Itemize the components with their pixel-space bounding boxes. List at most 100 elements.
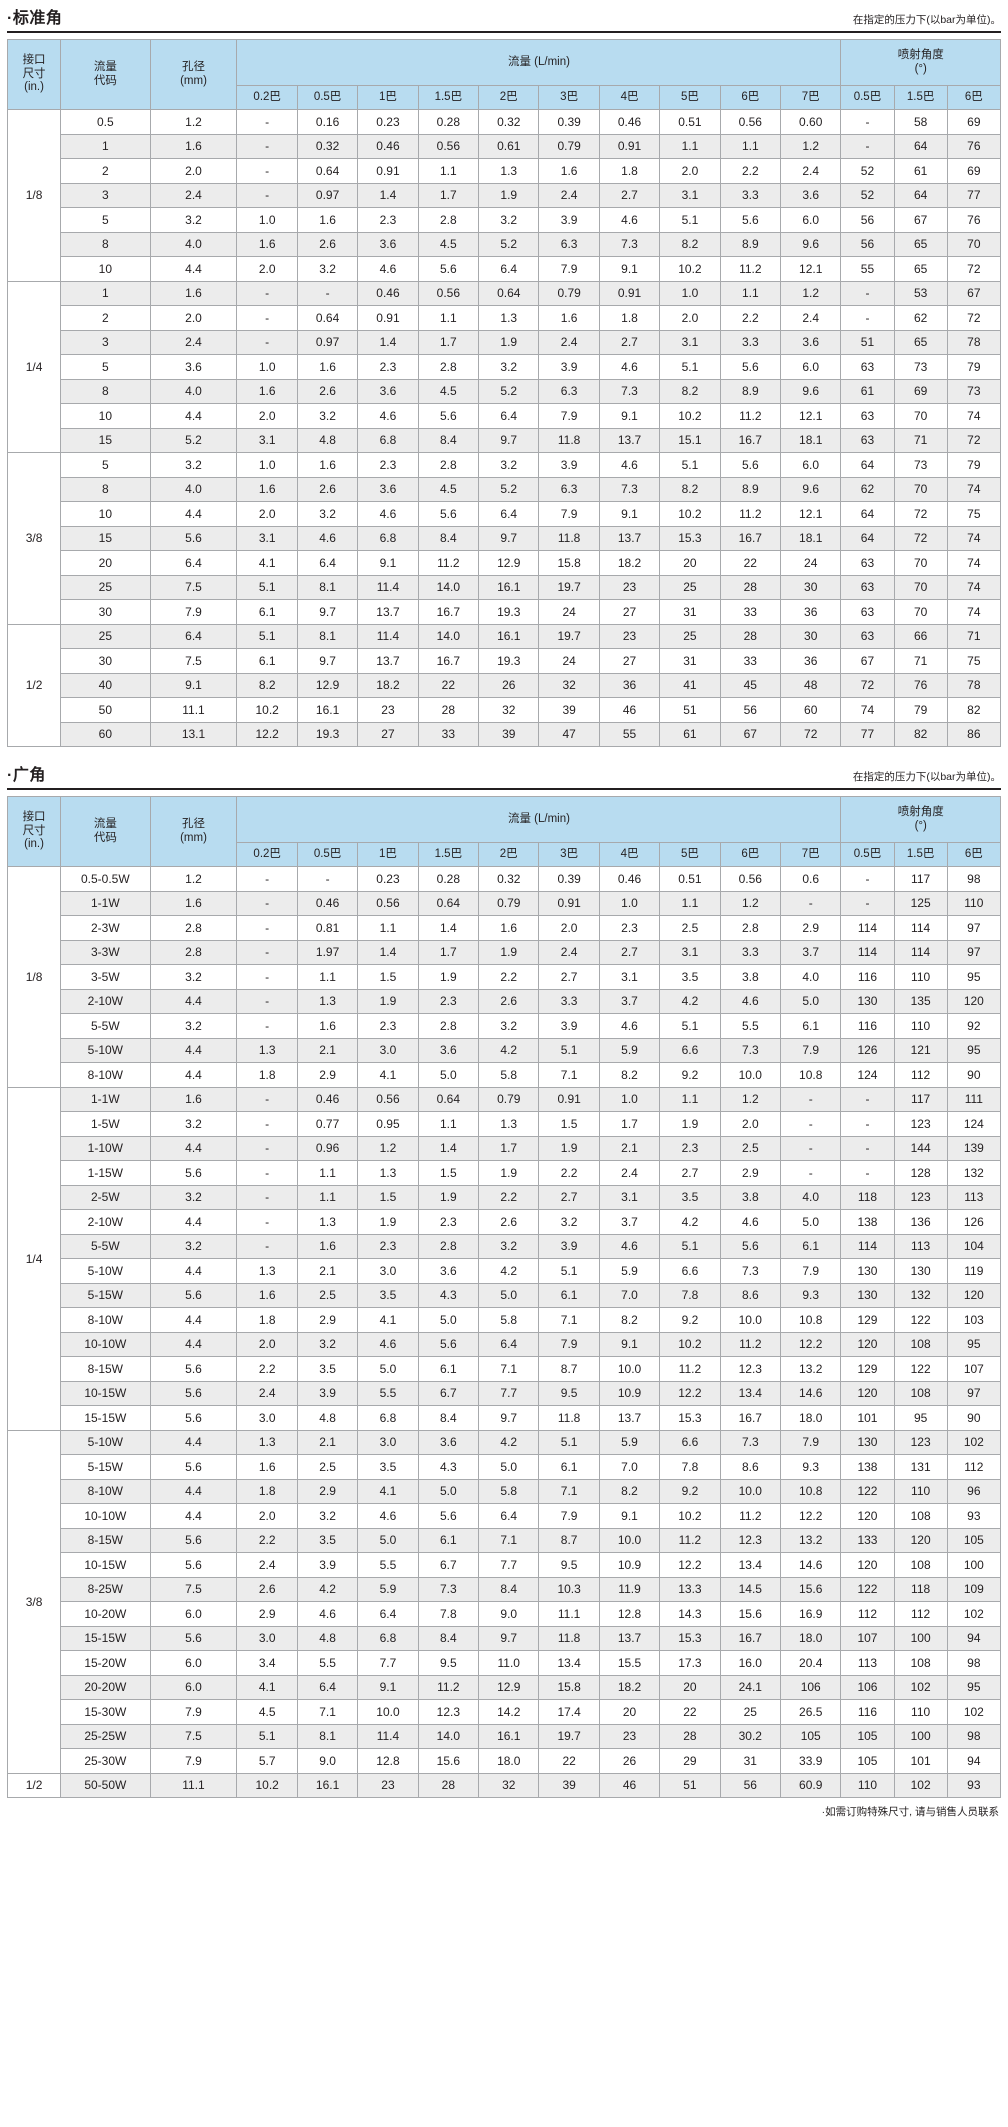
cell-flow-2: 5.5 — [357, 1552, 419, 1578]
cell-flow-0: 1.3 — [236, 1429, 298, 1455]
header-angle-pressure-1: 1.5巴 — [893, 842, 948, 867]
group-size-cell: 1/2 — [6, 623, 62, 747]
cell-bore: 5.6 — [149, 1380, 238, 1406]
cell-flow-2: 1.5 — [357, 1184, 419, 1210]
table-row: 1/2 25 6.4 5.1 8.1 11.4 14.0 16.1 19.7 23 25 28 30 63… — [6, 623, 1002, 747]
cell-flow-3: 1.1 — [417, 1111, 480, 1137]
cell-angle-2: 102 — [946, 1699, 1002, 1725]
table-row: 8 4.0 1.6 2.6 3.6 4.5 5.2 6.3 7.3 8.2 8.9 9.6 61 69 73 — [8, 378, 1002, 404]
cell-flow-6: 7.3 — [598, 231, 661, 257]
cell-flow-5: 7.1 — [538, 1062, 600, 1088]
cell-angle-2: 98 — [946, 1650, 1002, 1676]
cell-flow-8: 1.1 — [719, 280, 782, 306]
cell-flow-6: 26 — [598, 1748, 661, 1774]
cell-flow-7: 25 — [659, 574, 721, 600]
cell-flow-9: 14.6 — [779, 1380, 842, 1406]
cell-angle-1: 112 — [893, 1062, 948, 1088]
cell-flow-2: 4.1 — [357, 1062, 419, 1088]
cell-angle-1: 65 — [893, 256, 948, 282]
cell-flow-7: 3.1 — [659, 182, 721, 208]
cell-flow-2: 0.91 — [357, 305, 419, 331]
cell-angle-0: - — [840, 133, 895, 159]
table-row: 2-5W 3.2-1.1 1.5 1.9 2.2 2.7 3.1 3.5 3.8 4.0 118 12… — [8, 1184, 1002, 1210]
cell-flow-code: 5-10W — [60, 1429, 151, 1455]
cell-flow-3: 4.3 — [417, 1282, 480, 1308]
cell-angle-0: 51 — [840, 329, 895, 355]
cell-flow-0: 3.1 — [236, 427, 298, 453]
section-note-standard: 在指定的压力下(以bar为单位)。 — [852, 14, 1001, 26]
cell-angle-1: 71 — [893, 427, 948, 453]
cell-flow-9: 0.60 — [779, 109, 842, 135]
cell-flow-8: 12.3 — [719, 1527, 782, 1553]
cell-flow-5: 9.5 — [538, 1552, 600, 1578]
cell-flow-8: 13.4 — [719, 1552, 782, 1578]
cell-flow-0: - — [236, 1086, 298, 1112]
cell-angle-1: 72 — [893, 501, 948, 527]
cell-angle-2: 69 — [946, 109, 1002, 135]
cell-flow-8: 0.56 — [719, 866, 782, 892]
cell-flow-1: 4.2 — [296, 1576, 359, 1602]
cell-flow-8: 7.3 — [719, 1429, 782, 1455]
cell-angle-0: 126 — [840, 1037, 895, 1063]
cell-bore: 5.6 — [149, 1160, 238, 1186]
cell-bore: 5.6 — [149, 1356, 238, 1382]
cell-flow-9: 3.6 — [779, 182, 842, 208]
cell-flow-code: 20 — [60, 550, 151, 576]
cell-flow-5: 13.4 — [538, 1650, 600, 1676]
cell-angle-1: 79 — [893, 697, 948, 723]
cell-flow-6: 27 — [598, 648, 661, 674]
cell-bore: 13.1 — [149, 721, 238, 747]
cell-flow-9: 72 — [779, 721, 842, 747]
cell-flow-4: 3.2 — [478, 1013, 540, 1039]
cell-flow-code: 2 — [60, 305, 151, 331]
cell-flow-3: 1.9 — [417, 964, 480, 990]
cell-flow-6: 3.1 — [598, 964, 661, 990]
cell-flow-8: 8.9 — [719, 378, 782, 404]
cell-flow-5: 11.8 — [538, 1405, 600, 1431]
cell-flow-2: 5.9 — [357, 1576, 419, 1602]
cell-flow-6: 18.2 — [598, 550, 661, 576]
cell-flow-6: 9.1 — [598, 1331, 661, 1357]
cell-flow-6: 2.3 — [598, 915, 661, 941]
cell-angle-1: 102 — [893, 1674, 948, 1700]
cell-flow-3: 8.4 — [417, 525, 480, 551]
cell-flow-9: 36 — [779, 648, 842, 674]
cell-flow-5: 2.4 — [538, 939, 600, 965]
cell-flow-4: 1.9 — [478, 329, 540, 355]
cell-angle-1: 131 — [893, 1454, 948, 1480]
header-bore-diameter: 孔径 (mm) — [149, 39, 238, 110]
cell-flow-4: 9.7 — [478, 525, 540, 551]
cell-flow-2: 12.8 — [357, 1748, 419, 1774]
cell-flow-7: 41 — [659, 672, 721, 698]
cell-flow-5: 7.1 — [538, 1307, 600, 1333]
cell-flow-4: 2.2 — [478, 964, 540, 990]
cell-flow-8: 5.6 — [719, 452, 782, 478]
header-flow-pressure-5: 3巴 — [538, 85, 600, 110]
cell-flow-7: 6.6 — [659, 1429, 721, 1455]
cell-flow-4: 16.1 — [478, 623, 540, 649]
cell-flow-2: 13.7 — [357, 599, 419, 625]
cell-angle-1: 102 — [893, 1772, 948, 1798]
cell-flow-4: 39 — [478, 721, 540, 747]
cell-flow-1: 2.9 — [296, 1307, 359, 1333]
cell-angle-2: 93 — [946, 1503, 1002, 1529]
cell-angle-0: 116 — [840, 1013, 895, 1039]
cell-flow-2: 9.1 — [357, 1674, 419, 1700]
cell-flow-0: - — [236, 1233, 298, 1259]
cell-flow-5: 0.39 — [538, 109, 600, 135]
cell-flow-8: 8.6 — [719, 1454, 782, 1480]
cell-angle-1: 101 — [893, 1748, 948, 1774]
cell-flow-9: 2.9 — [779, 915, 842, 941]
cell-flow-1: 1.1 — [296, 1184, 359, 1210]
cell-angle-0: 114 — [840, 939, 895, 965]
cell-flow-6: 0.91 — [598, 133, 661, 159]
cell-flow-9: 60 — [779, 697, 842, 723]
table-row: 5 3.2 1.0 1.6 2.3 2.8 3.2 3.9 4.6 5.1 5.6 6.0 56 67 76 — [8, 207, 1002, 233]
cell-flow-8: 4.6 — [719, 1209, 782, 1235]
cell-flow-8: 8.9 — [719, 231, 782, 257]
cell-bore: 7.5 — [149, 648, 238, 674]
cell-flow-5: 7.9 — [538, 256, 600, 282]
cell-flow-0: 1.6 — [236, 1454, 298, 1480]
cell-angle-1: 136 — [893, 1209, 948, 1235]
cell-flow-5: 5.1 — [538, 1258, 600, 1284]
